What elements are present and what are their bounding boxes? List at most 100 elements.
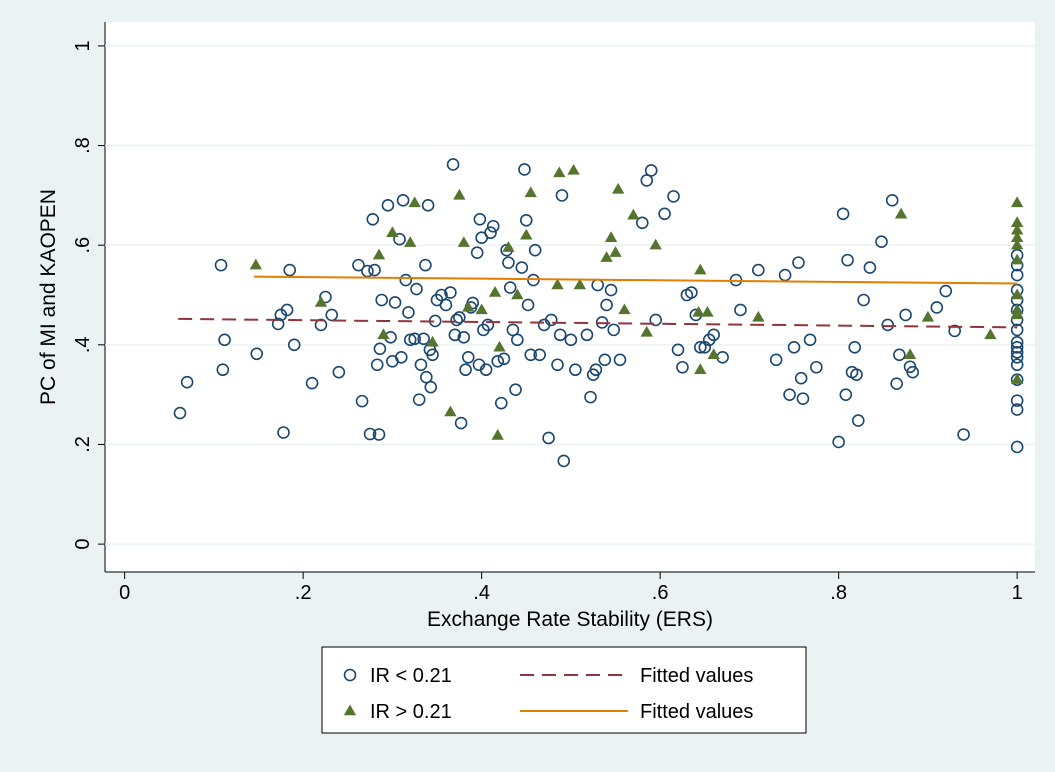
point <box>584 390 597 404</box>
point <box>420 370 433 384</box>
point <box>694 263 707 275</box>
point <box>173 406 187 420</box>
point <box>368 263 381 277</box>
x-tick-label: .6 <box>652 582 669 604</box>
point <box>520 228 533 240</box>
legend-label: Fitted values <box>640 701 753 723</box>
y-axis-title: PC of MI and KAOPEN <box>37 189 60 405</box>
point <box>769 353 783 367</box>
point <box>404 236 417 247</box>
point <box>533 348 546 362</box>
point <box>493 340 506 352</box>
point <box>694 363 707 374</box>
point <box>881 318 895 332</box>
point <box>863 261 877 274</box>
point <box>612 182 625 194</box>
point <box>551 278 564 290</box>
point <box>1010 268 1024 282</box>
point <box>396 194 410 207</box>
point <box>1010 336 1024 349</box>
x-axis-title: Exchange Rate Stability (ERS) <box>427 608 713 631</box>
point <box>1010 345 1024 359</box>
point <box>555 189 569 202</box>
point <box>355 394 369 408</box>
point <box>250 347 264 361</box>
point <box>475 303 488 315</box>
point <box>491 354 505 368</box>
point <box>649 313 662 327</box>
point <box>948 324 961 338</box>
y-tick-label: .2 <box>72 436 94 453</box>
point <box>810 360 823 374</box>
x-tick-label: .8 <box>830 582 847 604</box>
point <box>851 414 865 427</box>
point <box>457 331 471 344</box>
point <box>386 226 399 237</box>
point <box>479 363 493 377</box>
point <box>277 426 290 439</box>
point <box>1010 440 1024 454</box>
point <box>600 298 613 312</box>
point <box>841 253 854 267</box>
legend-symbol <box>343 704 357 716</box>
point <box>1010 253 1024 265</box>
point <box>426 348 439 362</box>
point <box>984 328 997 340</box>
point <box>796 392 810 405</box>
point <box>752 310 765 322</box>
point <box>408 196 421 208</box>
point <box>509 383 522 396</box>
point <box>957 428 970 441</box>
point <box>515 261 529 274</box>
point <box>580 328 594 342</box>
point <box>752 263 765 277</box>
point <box>894 207 908 219</box>
point <box>1010 238 1024 250</box>
point <box>518 163 531 176</box>
point <box>216 363 230 377</box>
y-tick-label: 0 <box>72 539 94 550</box>
point <box>707 328 720 342</box>
point <box>667 190 680 203</box>
point <box>644 164 658 177</box>
point <box>899 308 912 322</box>
point <box>283 263 297 277</box>
point <box>850 368 863 382</box>
point <box>249 258 263 270</box>
point <box>314 295 328 307</box>
point <box>692 305 705 317</box>
point <box>1010 373 1024 384</box>
point <box>470 246 484 259</box>
point <box>783 388 796 401</box>
point <box>448 328 462 342</box>
point <box>1010 394 1024 407</box>
x-tick-label: .2 <box>295 582 312 604</box>
point <box>462 300 475 312</box>
point <box>609 246 622 257</box>
point <box>414 358 428 372</box>
point <box>412 393 426 406</box>
point <box>373 342 387 356</box>
point <box>395 350 408 364</box>
point <box>488 286 502 297</box>
point <box>792 256 805 269</box>
point <box>553 328 567 342</box>
point <box>280 303 294 317</box>
point <box>618 303 631 315</box>
point <box>459 363 472 377</box>
point <box>658 207 671 221</box>
point <box>417 332 430 346</box>
point <box>453 311 466 324</box>
point <box>598 353 612 367</box>
point <box>454 416 468 430</box>
point <box>893 348 906 362</box>
point <box>604 283 618 297</box>
point <box>457 236 470 247</box>
point <box>446 158 460 171</box>
point <box>649 238 662 250</box>
point <box>402 306 415 319</box>
point <box>640 174 654 187</box>
point <box>635 216 649 230</box>
point <box>569 363 582 377</box>
point <box>419 258 432 272</box>
